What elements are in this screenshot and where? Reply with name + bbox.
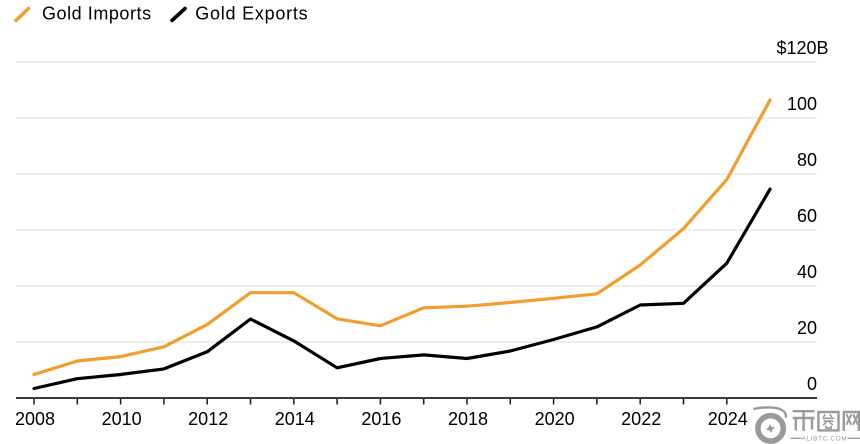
svg-text:2020: 2020 <box>535 409 575 429</box>
svg-text:$120B: $120B <box>776 38 828 58</box>
svg-text:2014: 2014 <box>275 409 315 429</box>
svg-text:20: 20 <box>797 318 817 338</box>
svg-text:Gold Exports: Gold Exports <box>195 4 308 24</box>
svg-text:2024: 2024 <box>708 409 748 429</box>
svg-text:2012: 2012 <box>188 409 228 429</box>
svg-text:2016: 2016 <box>361 409 401 429</box>
svg-text:0: 0 <box>807 374 817 394</box>
svg-text:2008: 2008 <box>15 409 55 429</box>
svg-text:ALIBTC.COM: ALIBTC.COM <box>802 436 848 443</box>
svg-text:60: 60 <box>797 206 817 226</box>
svg-text:2022: 2022 <box>621 409 661 429</box>
svg-text:Gold Imports: Gold Imports <box>42 4 152 24</box>
svg-text:100: 100 <box>787 94 817 114</box>
svg-text:80: 80 <box>797 150 817 170</box>
svg-text:2018: 2018 <box>448 409 488 429</box>
svg-text:40: 40 <box>797 262 817 282</box>
svg-text:2010: 2010 <box>102 409 142 429</box>
